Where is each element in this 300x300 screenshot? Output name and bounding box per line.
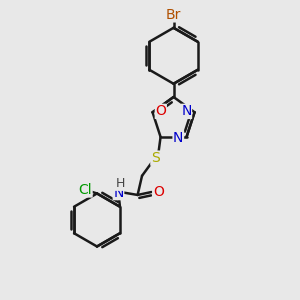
Text: O: O (153, 185, 164, 199)
Text: H: H (115, 177, 124, 190)
Text: N: N (181, 104, 191, 118)
Text: N: N (113, 186, 124, 200)
Text: O: O (155, 104, 166, 118)
Text: N: N (173, 131, 184, 145)
Text: S: S (151, 151, 160, 165)
Text: Br: Br (166, 8, 181, 22)
Text: Cl: Cl (78, 183, 92, 197)
